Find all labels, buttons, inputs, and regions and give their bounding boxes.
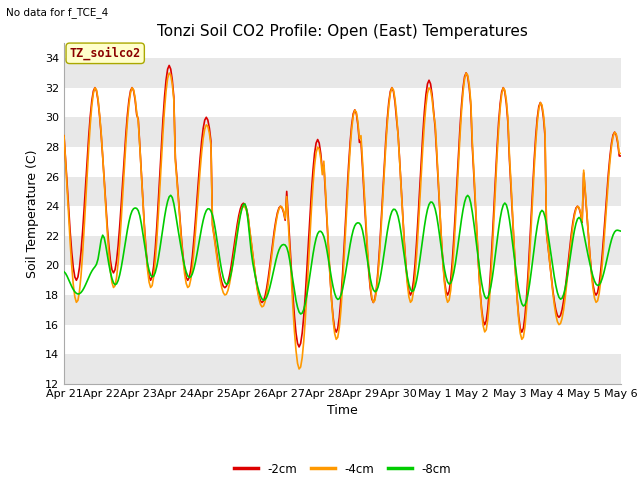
- Text: No data for f_TCE_4: No data for f_TCE_4: [6, 7, 109, 18]
- Bar: [64, 354, 621, 384]
- Bar: [64, 58, 621, 88]
- Bar: [64, 295, 621, 325]
- Text: TZ_soilco2: TZ_soilco2: [70, 47, 141, 60]
- X-axis label: Time: Time: [327, 405, 358, 418]
- Legend: -2cm, -4cm, -8cm: -2cm, -4cm, -8cm: [229, 458, 456, 480]
- Y-axis label: Soil Temperature (C): Soil Temperature (C): [26, 149, 39, 278]
- Bar: [64, 117, 621, 147]
- Bar: [64, 177, 621, 206]
- Title: Tonzi Soil CO2 Profile: Open (East) Temperatures: Tonzi Soil CO2 Profile: Open (East) Temp…: [157, 24, 528, 39]
- Bar: [64, 236, 621, 265]
